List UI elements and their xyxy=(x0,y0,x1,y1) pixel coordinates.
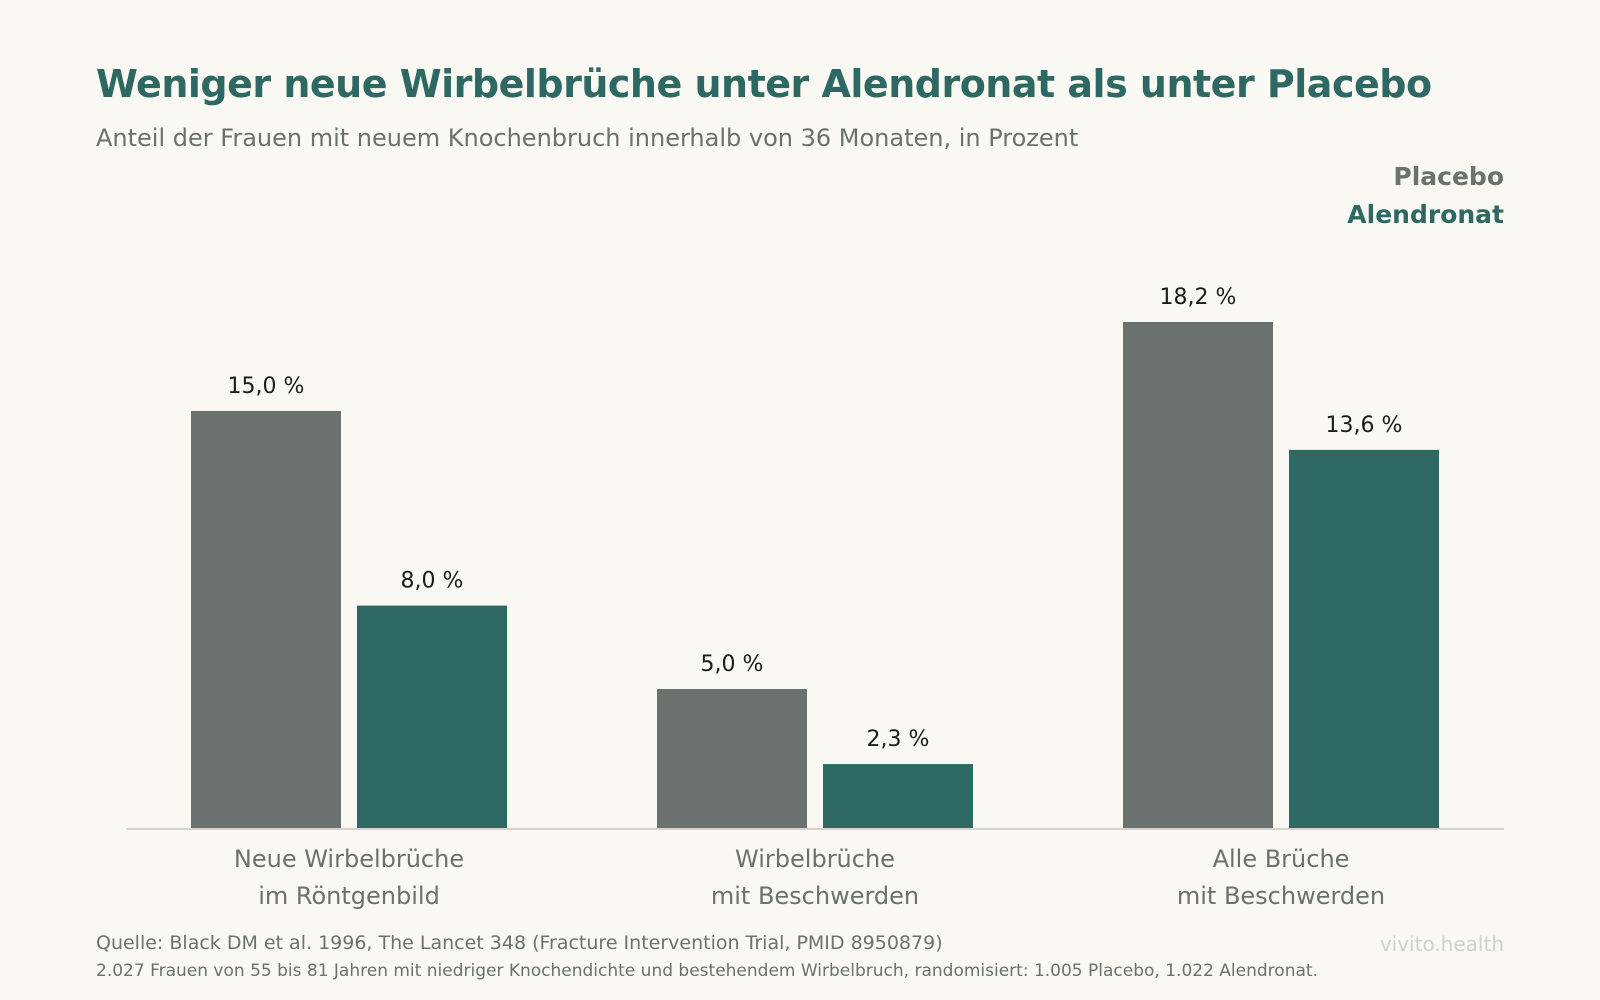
data-label-alendronat-2: 2,3 % xyxy=(867,727,930,752)
footnote-text: 2.027 Frauen von 55 bis 81 Jahren mit ni… xyxy=(96,961,1318,981)
data-label-placebo-1: 15,0 % xyxy=(228,374,305,399)
category-label-3-line-2: mit Beschwerden xyxy=(1177,882,1385,910)
category-label-2-line-1: Wirbelbrüche xyxy=(735,845,895,873)
bar-alendronat-3 xyxy=(1289,449,1439,828)
chart-title: Weniger neue Wirbelbrüche unter Alendron… xyxy=(96,62,1432,106)
category-label-3-line-1: Alle Brüche xyxy=(1213,845,1350,873)
bar-alendronat-1 xyxy=(357,605,507,828)
bar-placebo-3 xyxy=(1123,322,1273,828)
category-label-1-line-1: Neue Wirbelbrüche xyxy=(234,845,464,873)
chart-subtitle: Anteil der Frauen mit neuem Knochenbruch… xyxy=(96,124,1079,152)
data-label-placebo-3: 18,2 % xyxy=(1160,285,1237,310)
data-label-alendronat-1: 8,0 % xyxy=(401,569,464,594)
legend-alendronat: Alendronat xyxy=(1347,200,1504,229)
category-label-2-line-2: mit Beschwerden xyxy=(711,882,919,910)
source-text: Quelle: Black DM et al. 1996, The Lancet… xyxy=(96,932,943,954)
brand-logo-text: vivito.health xyxy=(1379,932,1504,956)
bar-alendronat-2 xyxy=(823,764,973,828)
legend: Placebo Alendronat xyxy=(1347,158,1504,234)
bar-placebo-1 xyxy=(191,410,341,828)
legend-placebo: Placebo xyxy=(1393,162,1504,191)
category-label-1-line-2: im Röntgenbild xyxy=(258,882,440,910)
data-label-placebo-2: 5,0 % xyxy=(701,652,764,677)
data-label-alendronat-3: 13,6 % xyxy=(1326,413,1403,438)
bar-placebo-2 xyxy=(657,688,807,828)
